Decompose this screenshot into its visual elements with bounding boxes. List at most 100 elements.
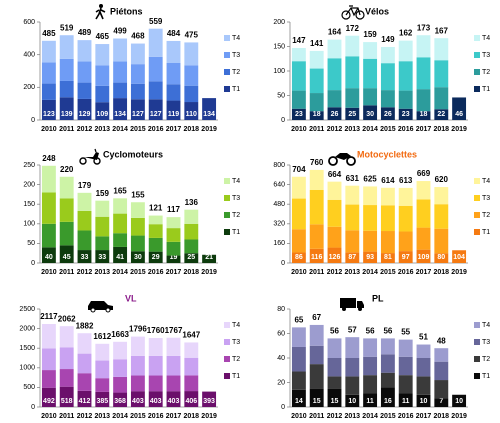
bar-segment (41, 83, 56, 100)
total-label: 475 (185, 31, 199, 40)
bar-segment (77, 353, 92, 374)
bar-segment (184, 42, 199, 66)
bar-segment (166, 391, 181, 407)
bar-segment (130, 235, 145, 252)
segment-label: 22 (437, 111, 445, 118)
bar-segment (184, 253, 199, 263)
bar-segment (327, 90, 342, 108)
bar-segment (130, 251, 145, 263)
x-tick-label: 2010 (41, 269, 57, 276)
segment-label: 26 (384, 111, 392, 118)
bar-segment (434, 109, 449, 120)
y-tick-label: 500 (23, 384, 35, 391)
bar-segment (363, 186, 378, 206)
y-tick-label: 0 (31, 404, 35, 411)
bar-segment (452, 250, 467, 263)
bar-segment (59, 198, 74, 222)
bar-segment (41, 62, 56, 84)
segment-label: 29 (152, 254, 160, 261)
segment-label: 518 (61, 398, 73, 405)
y-tick-label: 640 (273, 181, 285, 188)
total-label: 48 (437, 336, 446, 345)
bar-segment (95, 250, 110, 263)
bar-segment (166, 84, 181, 101)
x-tick-label: 2010 (291, 269, 307, 276)
car-icon (88, 301, 113, 313)
x-tick-label: 2014 (112, 413, 128, 420)
bar-segment (416, 358, 431, 377)
x-tick-label: 2016 (148, 413, 164, 420)
bar-segment (398, 375, 413, 394)
legend-swatch (224, 35, 230, 41)
x-tick-label: 2013 (95, 269, 111, 276)
bar-segment (327, 247, 342, 263)
bar-segment (434, 348, 449, 362)
bar-segment (113, 198, 128, 214)
y-tick-label: 600 (23, 19, 35, 26)
bar-segment (327, 199, 342, 227)
segment-label: 18 (313, 111, 321, 118)
legend-label: T1 (232, 86, 240, 93)
y-tick-label: 320 (273, 221, 285, 228)
total-label: 164 (328, 28, 342, 37)
legend-swatch (224, 229, 230, 235)
bar-segment (291, 176, 306, 199)
segment-label: 7 (439, 398, 443, 405)
x-tick-label: 2014 (362, 269, 378, 276)
x-tick-label: 2015 (380, 126, 396, 133)
legend-swatch (474, 373, 480, 379)
bar-segment (380, 372, 395, 388)
total-label: 172 (346, 24, 360, 33)
x-tick-label: 2013 (345, 413, 361, 420)
segment-label: 81 (384, 254, 392, 261)
y-tick-label: 0 (281, 260, 285, 267)
segment-label: 412 (79, 398, 91, 405)
bar-segment (345, 394, 360, 407)
segment-label: 18 (420, 111, 428, 118)
y-tick-label: 1000 (19, 365, 35, 372)
bar-segment (398, 187, 413, 206)
bar-segment (41, 223, 56, 248)
y-tick-label: 2500 (19, 306, 35, 313)
bar-segment (309, 169, 324, 190)
segment-label: 139 (61, 111, 73, 118)
chart-title: Piétons (110, 6, 143, 16)
x-tick-label: 2011 (59, 269, 74, 276)
legend-label: T2 (482, 356, 490, 363)
total-label: 1647 (182, 331, 200, 340)
x-tick-label: 2010 (291, 413, 307, 420)
bar-segment (41, 99, 56, 120)
bar-segment (166, 375, 181, 392)
y-tick-label: 150 (23, 201, 35, 208)
x-tick-label: 2011 (309, 126, 324, 133)
legend-label: T1 (232, 373, 240, 380)
bar-segment (166, 241, 181, 256)
y-tick-label: 400 (23, 52, 35, 59)
total-label: 2062 (58, 314, 76, 323)
total-label: 162 (399, 29, 413, 38)
bar-segment (416, 227, 431, 250)
y-tick-label: 160 (273, 240, 285, 247)
x-tick-label: 2019 (201, 413, 217, 420)
y-tick-label: 150 (273, 43, 285, 50)
legend-label: T4 (482, 178, 490, 185)
x-tick-label: 2016 (148, 126, 164, 133)
bar-segment (77, 390, 92, 407)
x-tick-label: 2015 (130, 413, 146, 420)
total-label: 499 (113, 27, 127, 36)
y-tick-label: 0 (31, 260, 35, 267)
total-label: 248 (42, 154, 56, 163)
segment-label: 10 (455, 398, 463, 405)
y-tick-label: 20 (277, 379, 285, 386)
bar-segment (59, 58, 74, 81)
bar-segment (130, 375, 145, 392)
legend-swatch (224, 212, 230, 218)
total-label: 559 (149, 17, 163, 26)
x-tick-label: 2016 (148, 269, 164, 276)
bar-segment (148, 81, 163, 100)
bar-segment (309, 189, 324, 225)
bar-segment (363, 356, 378, 376)
bar-segment (434, 38, 449, 61)
bar-segment (380, 187, 395, 206)
x-tick-label: 2010 (41, 413, 57, 420)
